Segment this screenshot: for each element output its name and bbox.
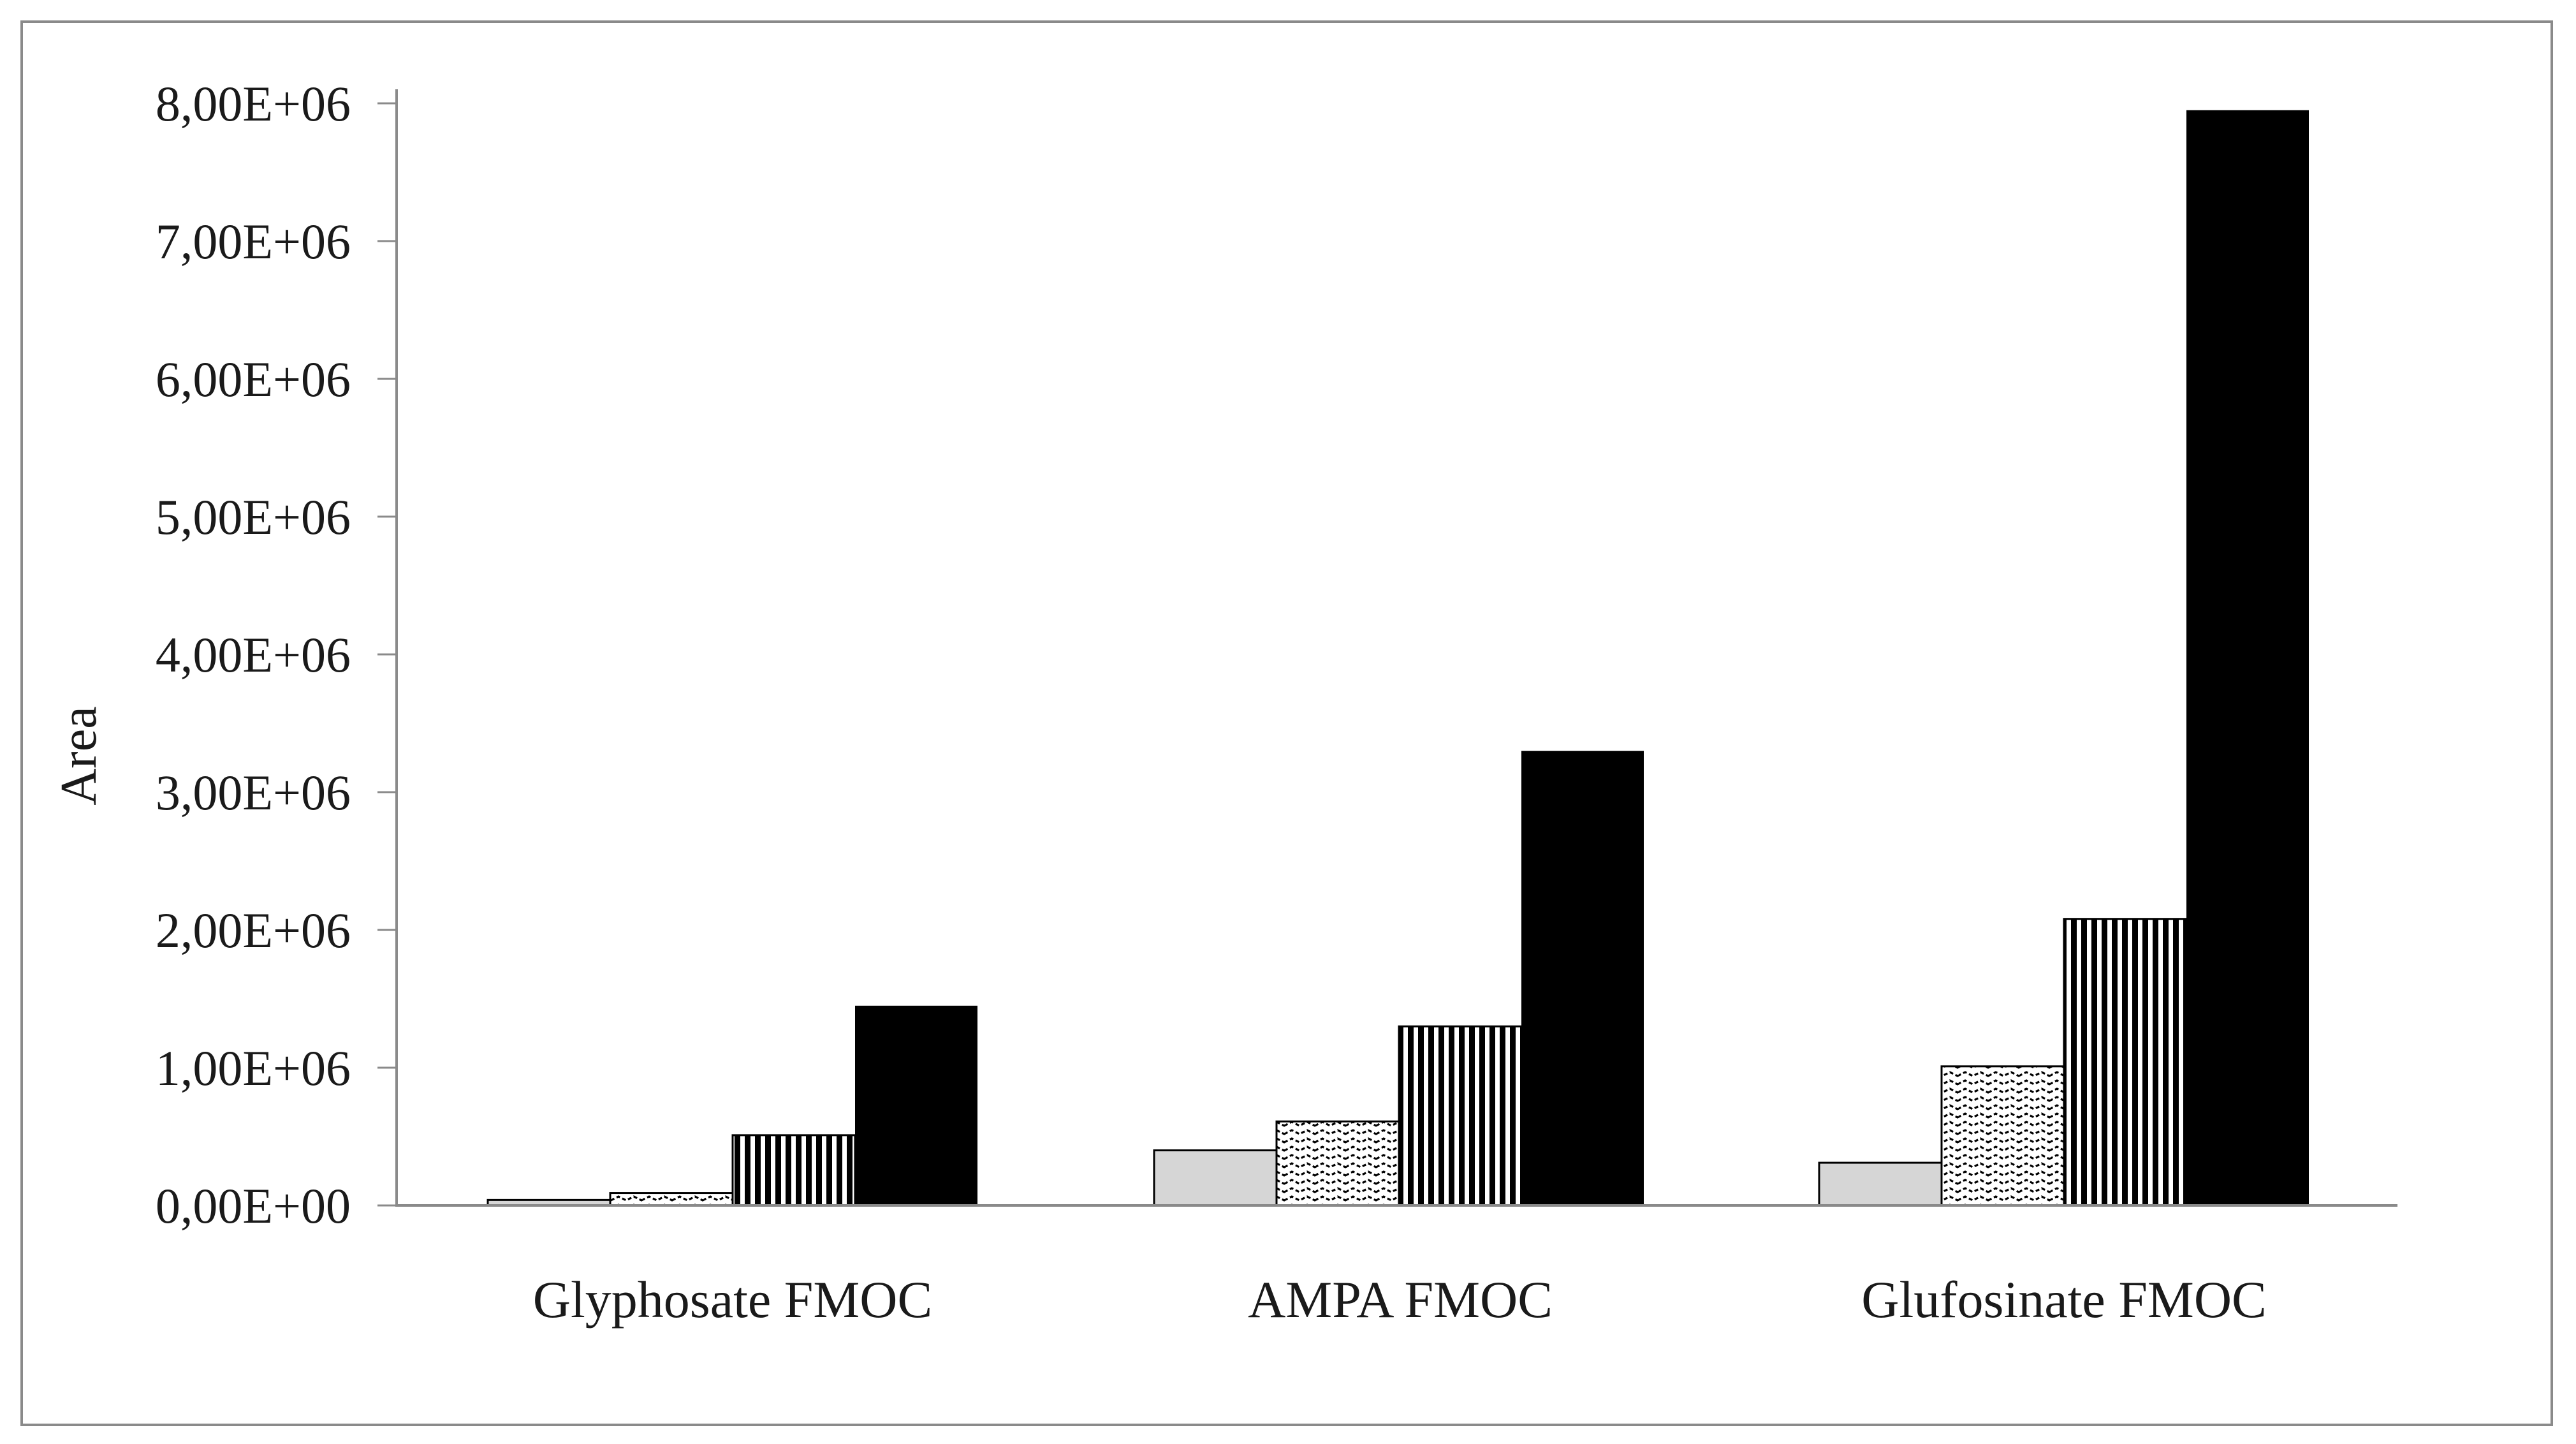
y-tick-label: 5,00E+06	[156, 489, 351, 545]
y-tick-label: 8,00E+06	[156, 76, 351, 131]
bar-ampa-fmoc-wavy-lines	[1275, 1120, 1400, 1207]
y-axis-title: Area	[51, 706, 107, 805]
y-tick-label: 4,00E+06	[156, 627, 351, 682]
y-tick-label: 0,00E+00	[156, 1178, 351, 1234]
bar-glyphosate-fmoc-vertical-stripes	[731, 1134, 856, 1207]
bars-layer	[487, 110, 2309, 1207]
bar-ampa-fmoc-solid-light-gray	[1153, 1149, 1278, 1207]
chart-border	[20, 20, 2553, 1426]
bar-glufosinate-fmoc-wavy-lines	[1940, 1065, 2065, 1207]
bar-ampa-fmoc-vertical-stripes	[1398, 1025, 1523, 1207]
y-tick-label: 3,00E+06	[156, 765, 351, 820]
bar-glufosinate-fmoc-solid-black	[2186, 110, 2309, 1205]
y-tick-label: 2,00E+06	[156, 902, 351, 958]
bar-glyphosate-fmoc-wavy-lines	[609, 1192, 734, 1207]
bar-glyphosate-fmoc-solid-black	[855, 1005, 977, 1205]
y-tick-label: 1,00E+06	[156, 1040, 351, 1096]
category-label-ampa: AMPA FMOC	[1248, 1271, 1553, 1329]
category-label-glyphosate: Glyphosate FMOC	[533, 1271, 932, 1329]
x-axis-labels: Glyphosate FMOC AMPA FMOC Glufosinate FM…	[533, 1271, 2267, 1329]
category-label-glufosinate: Glufosinate FMOC	[1861, 1271, 2267, 1329]
y-tick-label: 7,00E+06	[156, 214, 351, 269]
y-axis-labels: 0,00E+00 1,00E+06 2,00E+06 3,00E+06 4,00…	[156, 76, 351, 1234]
bar-ampa-fmoc-solid-black	[1521, 751, 1644, 1205]
y-tick-label: 6,00E+06	[156, 351, 351, 407]
bar-glufosinate-fmoc-vertical-stripes	[2063, 918, 2188, 1207]
bar-glufosinate-fmoc-solid-light-gray	[1818, 1161, 1943, 1207]
y-axis-ticks	[377, 102, 397, 1207]
